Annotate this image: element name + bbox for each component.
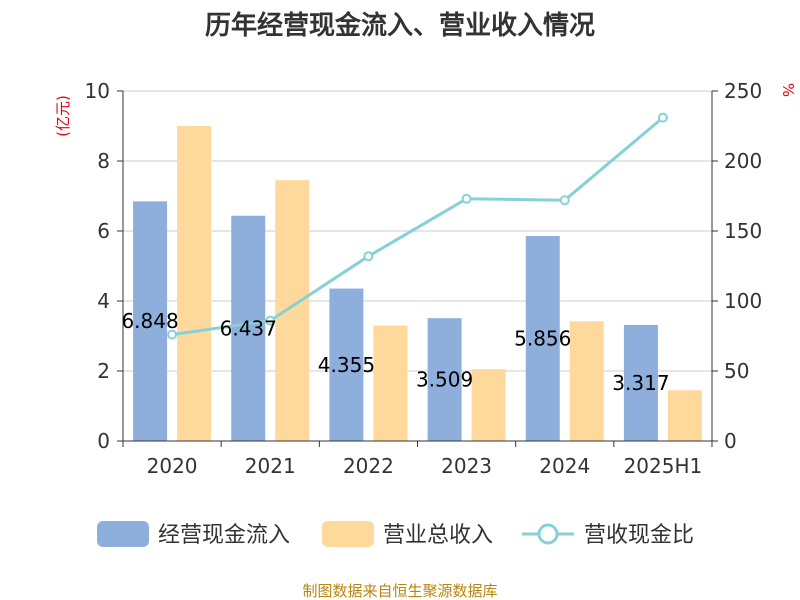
x-axis-tick-label: 2022 [343,454,394,478]
right-axis-unit: % [779,83,797,97]
left-axis-unit: (亿元) [54,95,72,137]
left-axis-tick-label: 4 [97,289,110,313]
left-axis-tick-label: 0 [97,429,110,453]
cash-inflow-bar [525,236,560,441]
left-axis-tick-label: 10 [85,79,110,103]
cash-inflow-data-label: 4.355 [318,353,375,377]
left-axis-tick-label: 2 [97,359,110,383]
bar-group [133,126,702,441]
legend-label-cash-inflow: 经营现金流入 [158,523,290,548]
x-axis-tick-label: 2025H1 [624,454,703,478]
revenue-bar [373,325,408,441]
ratio-point [167,329,178,340]
ratio-line-group [167,112,668,340]
ratio-line [171,116,664,337]
source-note: 制图数据来自恒生聚源数据库 [302,582,497,600]
legend-label-ratio: 营收现金比 [584,523,694,548]
ratio-point [657,112,668,123]
ratio-point [363,251,374,262]
right-axis-tick-label: 200 [724,149,762,173]
right-axis-tick-label: 100 [724,289,762,313]
x-axis-tick-label: 2021 [245,454,296,478]
ratio-point [461,193,472,204]
ratio-point [265,315,276,326]
right-axis-tick-label: 150 [724,219,762,243]
cash-inflow-bar [427,318,462,441]
data-labels: 6.848 6.437 4.355 3.509 5.856 3.317 [121,309,669,395]
cash-inflow-data-label: 3.509 [416,368,473,392]
cash-inflow-bar [231,215,266,441]
cash-inflow-bar [329,288,364,441]
left-axis-tick-label: 8 [97,149,110,173]
cash-inflow-bar [133,201,168,441]
legend-swatch-revenue [322,521,374,547]
right-axis-tick-label: 50 [724,359,749,383]
legend: 经营现金流入 营业总收入 营收现金比 [97,521,694,548]
legend-label-revenue: 营业总收入 [383,523,493,548]
legend-swatch-ratio-marker [537,523,559,545]
cash-inflow-data-label: 6.848 [121,309,178,333]
x-axis-tick-label: 2024 [539,454,590,478]
ratio-point [559,195,570,206]
grid-lines [123,90,712,372]
cash-inflow-data-label: 3.317 [612,371,669,395]
revenue-bar [177,126,212,441]
left-axis-tick-label: 6 [97,219,110,243]
revenue-bar [667,390,702,441]
x-axis-tick-label: 2023 [441,454,492,478]
legend-swatch-cash-inflow [97,521,149,547]
right-axis-tick-label: 0 [724,429,737,453]
right-axis-tick-label: 250 [724,79,762,103]
x-axis-tick-label: 2020 [147,454,198,478]
revenue-bar [569,321,604,441]
revenue-bar [471,369,506,441]
cash-inflow-bar [623,324,658,441]
cash-inflow-data-label: 6.437 [220,316,277,340]
cash-inflow-data-label: 5.856 [514,327,571,351]
revenue-bar [275,180,310,441]
chart-title: 历年经营现金流入、营业收入情况 [205,10,595,41]
